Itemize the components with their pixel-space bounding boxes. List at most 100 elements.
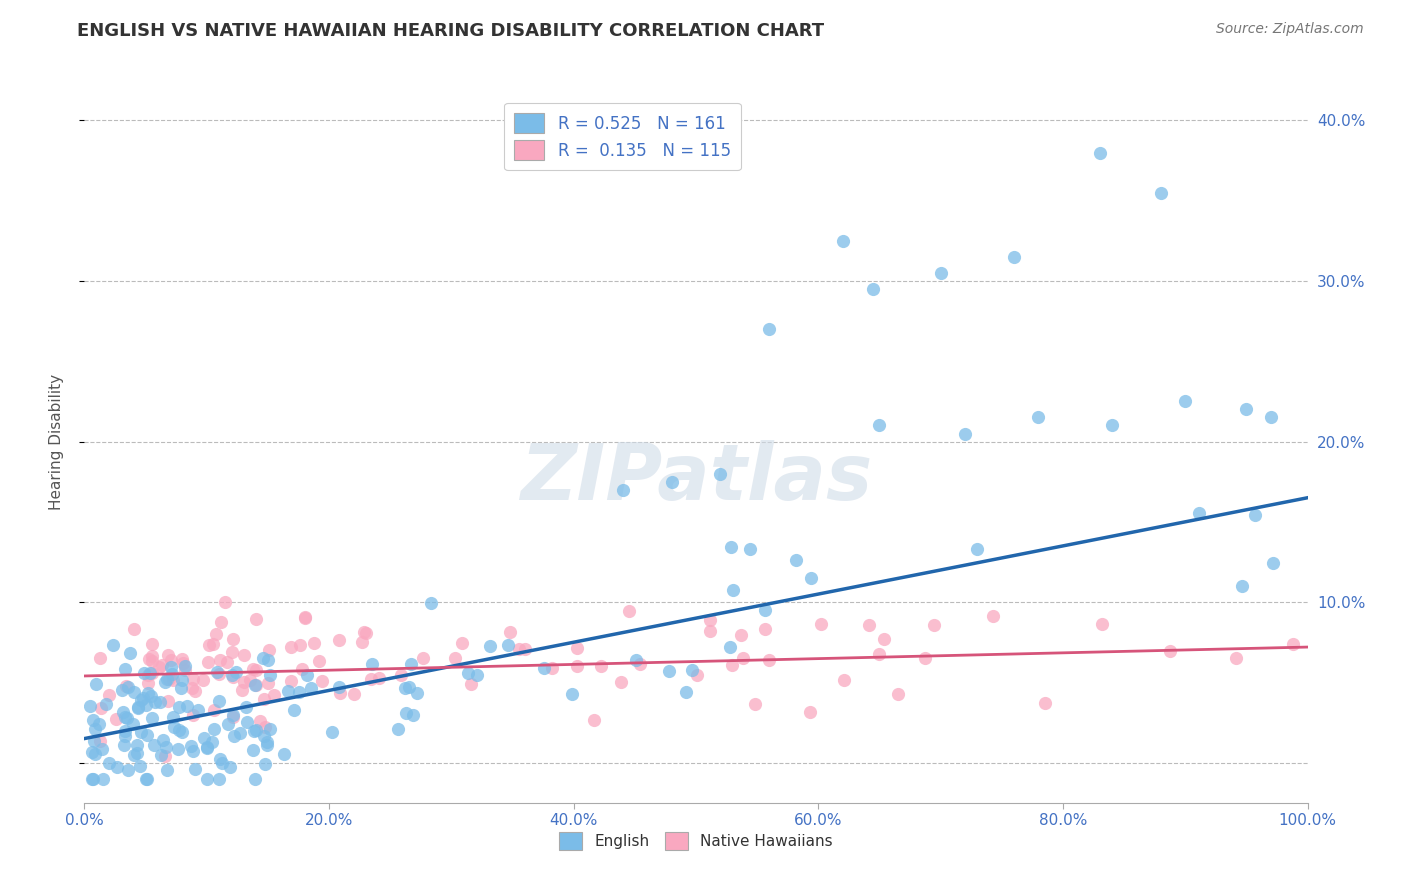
Point (239, 673, 262, 688)
Point (215, 655, 238, 669)
Point (294, 610, 316, 624)
Point (160, 659, 183, 673)
Point (84, 747, 107, 761)
Point (135, 772, 157, 786)
Point (208, 772, 231, 786)
Point (142, 738, 165, 752)
Point (135, 772, 157, 786)
Point (214, 595, 236, 609)
Point (87, 716, 110, 731)
Point (105, 759, 128, 773)
Point (193, 731, 215, 745)
Point (360, 657, 382, 672)
Point (82, 745, 104, 759)
Point (183, 708, 205, 723)
Point (699, 613, 721, 627)
Point (160, 653, 183, 667)
Point (157, 672, 180, 686)
Point (498, 638, 520, 652)
Point (141, 654, 163, 668)
Point (205, 627, 228, 641)
Point (718, 640, 741, 654)
Point (929, 266, 952, 280)
Point (1261, 556, 1284, 570)
Point (136, 728, 159, 742)
Point (243, 723, 266, 738)
Point (235, 699, 257, 714)
Point (208, 666, 231, 681)
Point (181, 744, 204, 758)
Point (402, 708, 425, 723)
Point (328, 632, 350, 647)
Point (169, 723, 191, 737)
Point (675, 684, 697, 698)
Point (288, 685, 311, 699)
Point (758, 322, 780, 336)
Point (141, 648, 163, 663)
Point (101, 638, 124, 652)
Point (181, 681, 204, 695)
Point (105, 712, 128, 726)
Point (163, 721, 186, 735)
Point (368, 671, 391, 685)
Point (112, 705, 135, 719)
Point (114, 679, 136, 693)
Point (114, 662, 136, 676)
Point (1101, 418, 1123, 433)
Point (612, 483, 634, 497)
Point (197, 638, 219, 652)
Point (98, 756, 121, 771)
Point (79, 698, 101, 713)
Point (253, 691, 276, 706)
Point (288, 638, 311, 652)
Point (115, 711, 138, 725)
Point (152, 733, 174, 747)
Point (259, 667, 281, 681)
Point (302, 636, 325, 650)
Point (567, 641, 589, 656)
Point (1260, 410, 1282, 425)
Point (754, 603, 776, 617)
Point (195, 739, 218, 754)
Point (291, 662, 314, 676)
Text: ENGLISH VS NATIVE HAWAIIAN HEARING DISABILITY CORRELATION CHART: ENGLISH VS NATIVE HAWAIIAN HEARING DISAB… (77, 22, 824, 40)
Point (191, 673, 214, 687)
Point (172, 651, 194, 665)
Point (143, 695, 166, 709)
Point (173, 658, 195, 673)
Point (257, 643, 280, 657)
Point (231, 683, 253, 698)
Point (754, 622, 776, 636)
Point (243, 772, 266, 786)
Point (591, 659, 613, 673)
Point (136, 686, 159, 700)
Point (169, 700, 191, 714)
Point (127, 746, 149, 760)
Point (221, 632, 243, 646)
Point (141, 666, 163, 681)
Point (394, 681, 416, 696)
Point (170, 725, 193, 739)
Point (209, 752, 232, 766)
Point (141, 690, 163, 704)
Point (84, 676, 107, 690)
Point (149, 747, 172, 762)
Y-axis label: Hearing Disability: Hearing Disability (49, 374, 63, 509)
Point (252, 650, 274, 665)
Point (1091, 617, 1114, 632)
Point (202, 703, 225, 717)
Point (721, 658, 744, 673)
Point (236, 714, 259, 729)
Point (834, 673, 856, 687)
Point (785, 553, 807, 567)
Point (245, 723, 267, 737)
Point (628, 657, 651, 672)
Point (233, 674, 256, 689)
Point (156, 694, 179, 708)
Point (111, 683, 134, 698)
Point (831, 234, 853, 248)
Point (122, 685, 145, 699)
Point (354, 626, 377, 640)
Point (207, 665, 229, 680)
Point (201, 735, 224, 749)
